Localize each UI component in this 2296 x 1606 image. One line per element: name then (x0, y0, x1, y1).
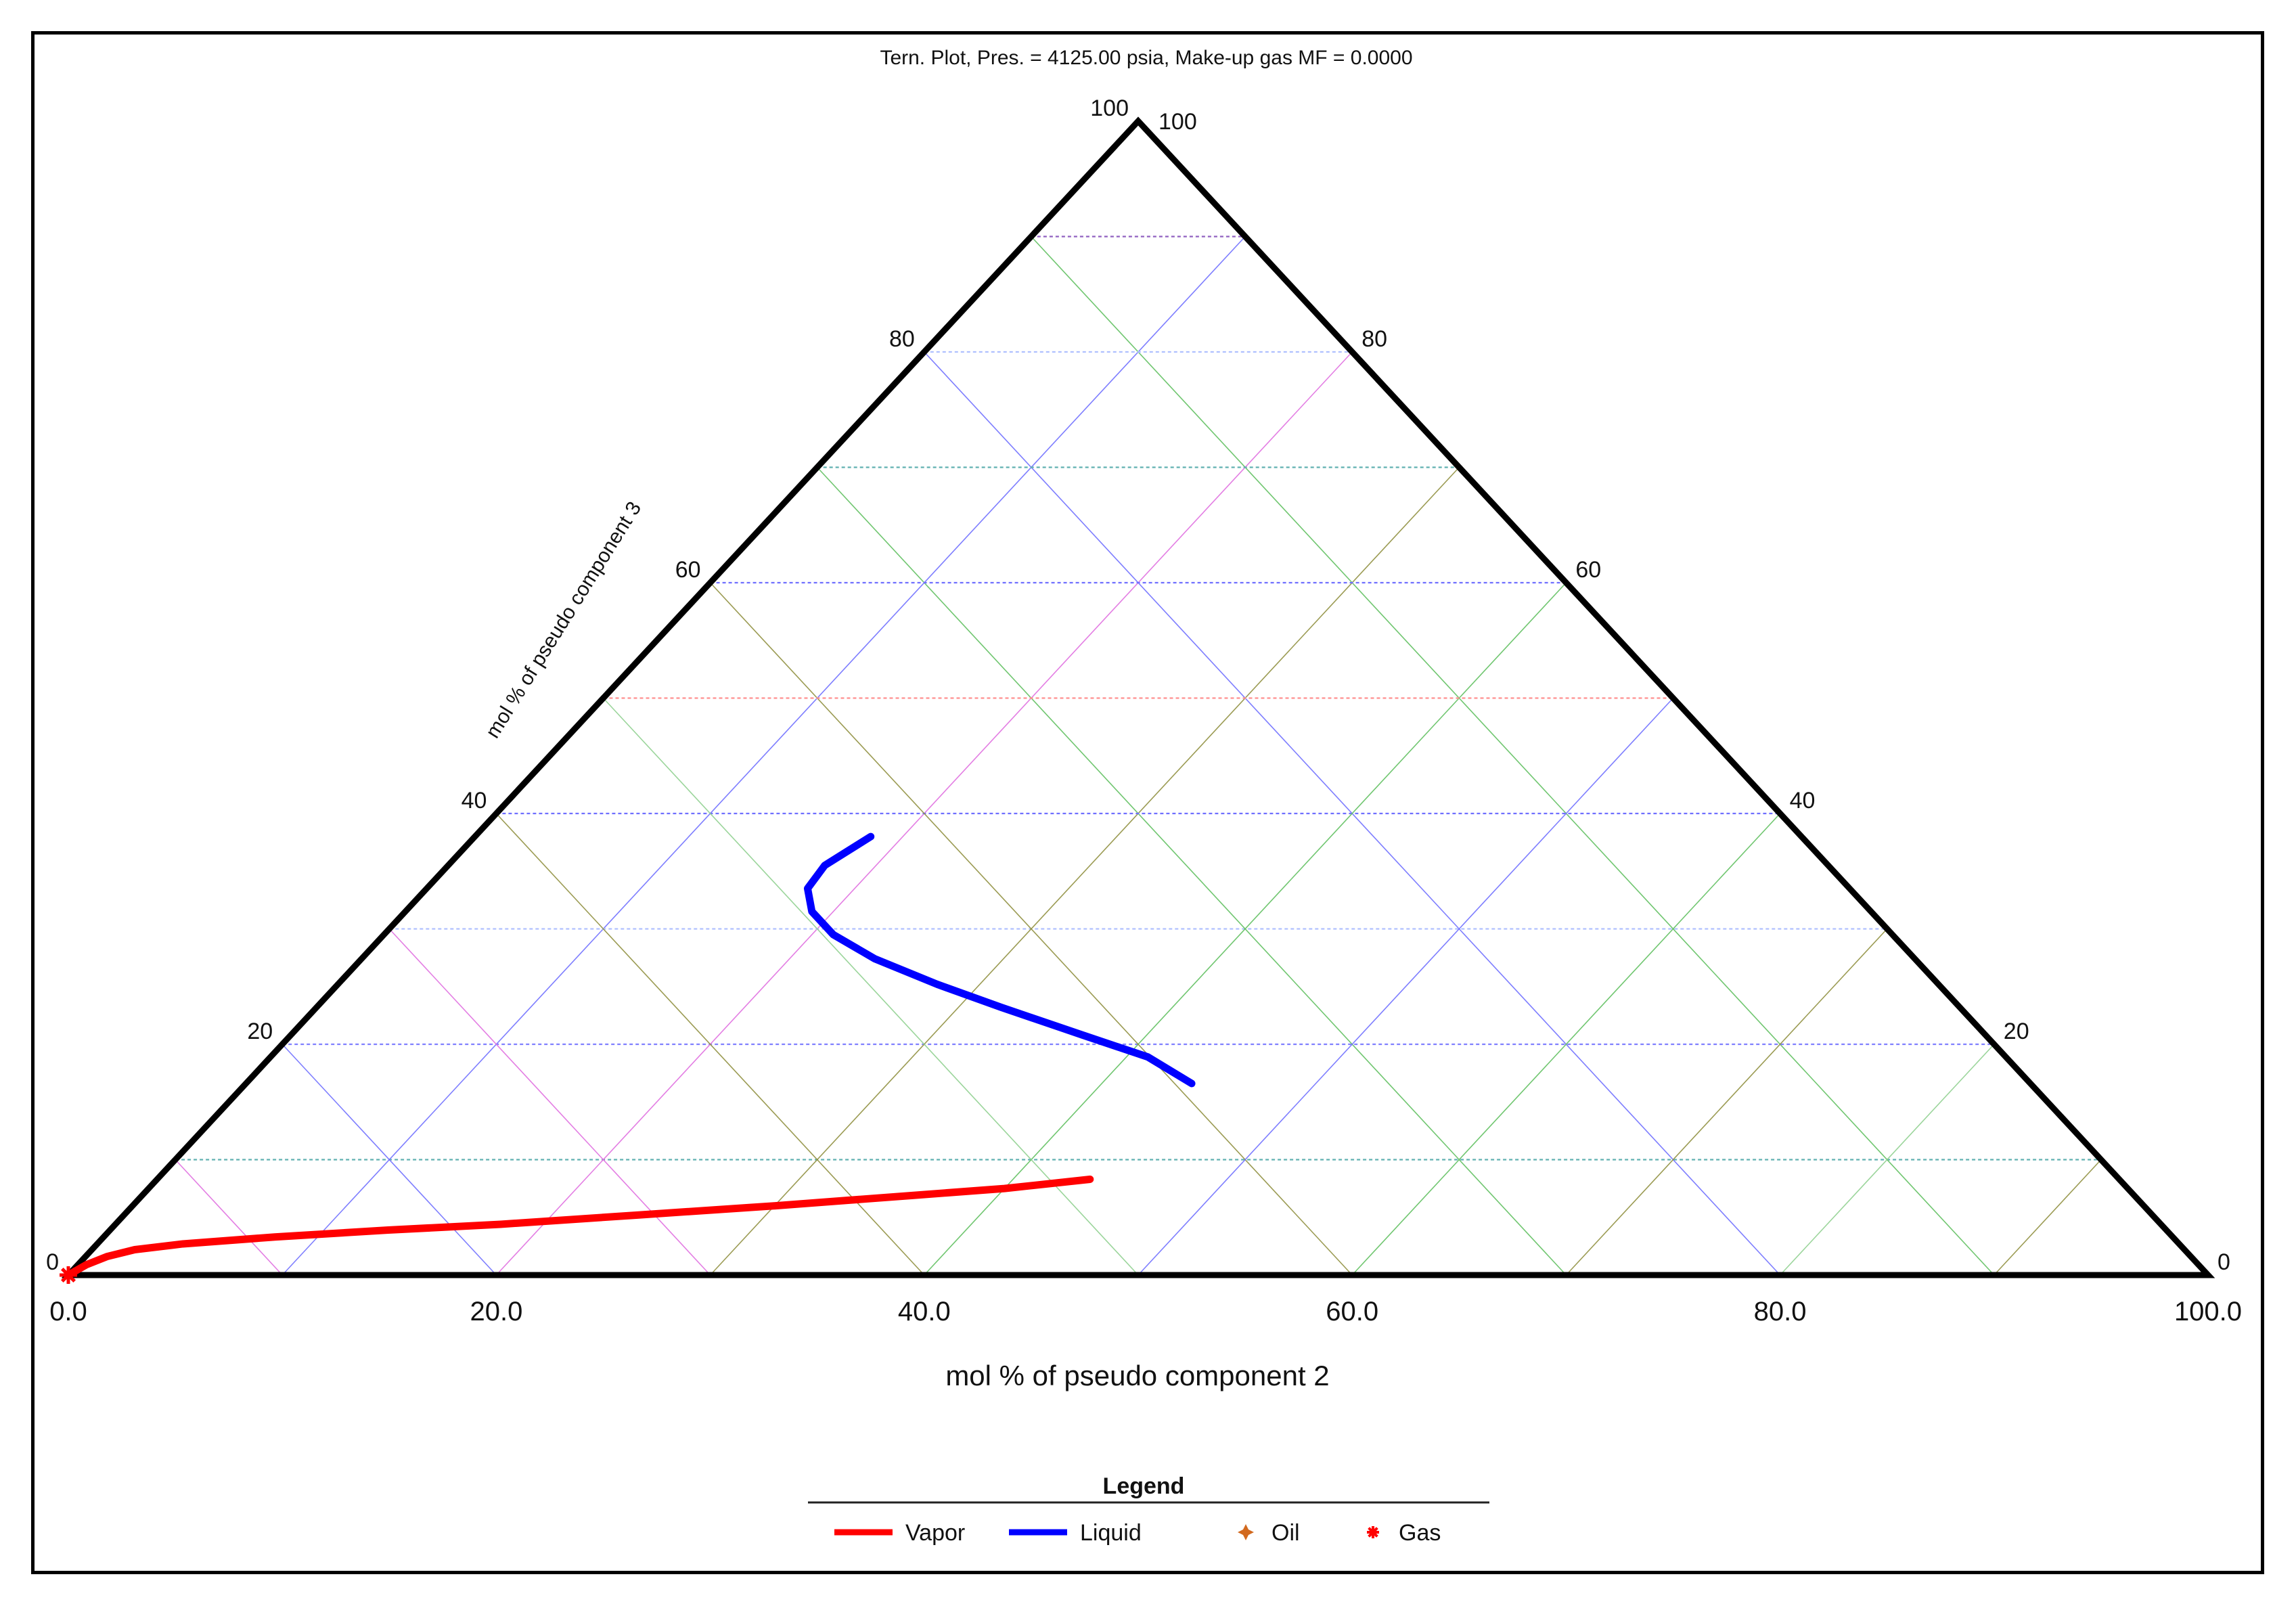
grid-line-comp2 (1138, 697, 1674, 1276)
left-tick-label: 20 (247, 1019, 273, 1044)
bottom-tick-label: 40.0 (898, 1297, 951, 1326)
legend-label-gas: Gas (1399, 1520, 1441, 1546)
grid-lines (175, 236, 2102, 1276)
x-axis-label: mol % of pseudo component 2 (945, 1360, 1329, 1391)
left-axis-label: mol % of pseudo component 3 (482, 497, 646, 742)
chart-frame: Tern. Plot, Pres. = 4125.00 psia, Make-u… (31, 31, 2264, 1574)
right-tick-label: 80 (1361, 326, 1387, 352)
grid-line-comp2 (1780, 1044, 1995, 1276)
triangle-edges (61, 116, 2215, 1278)
data-series (60, 832, 1196, 1284)
right-tick-label: 0 (2218, 1249, 2230, 1275)
grid-line-comp1 (1031, 236, 1995, 1276)
top-vertex-label: 100 (1158, 109, 1197, 135)
grid-line-comp2 (1351, 813, 1781, 1276)
legend-title: Legend (1103, 1473, 1185, 1499)
grid-line-comp2 (1994, 1159, 2102, 1276)
right-tick-label: 60 (1575, 557, 1601, 583)
legend-label-liquid: Liquid (1080, 1520, 1142, 1546)
bottom-tick-label: 80.0 (1754, 1297, 1807, 1326)
left-tick-label: 40 (462, 788, 487, 813)
left-tick-label: 80 (889, 326, 915, 352)
bottom-tick-label: 20.0 (470, 1297, 522, 1326)
bottom-tick-label: 60.0 (1326, 1297, 1378, 1326)
legend-items: Vapor Liquid Oil Gas (834, 1520, 1441, 1546)
right-tick-label: 20 (2004, 1019, 2029, 1044)
legend-label-vapor: Vapor (905, 1520, 965, 1546)
right-tick-label: 40 (1790, 788, 1816, 813)
chart-title: Tern. Plot, Pres. = 4125.00 psia, Make-u… (880, 47, 1412, 69)
grid-line-comp1 (817, 466, 1567, 1276)
legend-swatch-stroke (1368, 1527, 1378, 1538)
gas-marker (60, 1266, 77, 1284)
gas-marker-stroke (61, 1268, 76, 1282)
legend-swatch-gas (1367, 1526, 1379, 1538)
bottom-tick-label: 100.0 (2174, 1297, 2242, 1326)
legend-swatch-oil (1238, 1524, 1254, 1540)
grid-line-comp1 (282, 1044, 497, 1276)
left-tick-label: 60 (675, 557, 701, 583)
left-tick-label: 0 (46, 1249, 59, 1275)
triangle-outline (61, 116, 2215, 1278)
grid-line-comp1 (175, 1159, 283, 1276)
grid-line-comp1 (602, 697, 1139, 1276)
grid-line-comp2 (1565, 928, 1888, 1276)
legend-label-oil: Oil (1271, 1520, 1300, 1546)
legend-swatch-shape (1238, 1524, 1254, 1540)
tick-labels: 0.0 20.0 40.0 60.0 80.0 100.0 0 20 40 60 80 100 0 20 4… (46, 95, 2242, 1326)
left-tick-label: 100 (1090, 95, 1129, 121)
legend: Legend Vapor Liquid Oil Gas (808, 1473, 1489, 1546)
vapor-curve (64, 1175, 1094, 1279)
ternary-chart: Tern. Plot, Pres. = 4125.00 psia, Make-u… (46, 47, 2242, 1546)
liquid-curve (803, 832, 1196, 1088)
grid-line-comp2 (282, 236, 1246, 1276)
grid-line-comp2 (710, 466, 1460, 1276)
bottom-tick-label: 0.0 (49, 1297, 87, 1326)
